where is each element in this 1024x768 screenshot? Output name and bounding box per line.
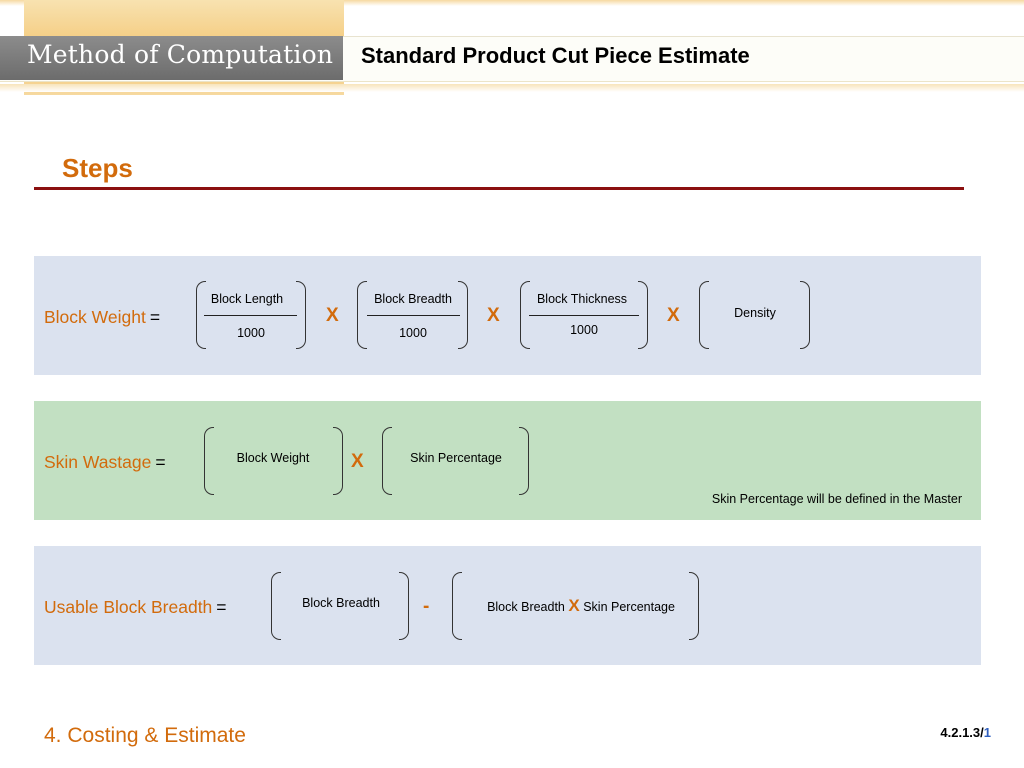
bracket-right — [399, 572, 409, 640]
skin-wastage-label: Skin Wastage = — [44, 452, 166, 473]
footer-ref-number: 4.2.1.3/ — [940, 725, 984, 740]
density-term: Density — [734, 306, 776, 320]
bracket-left — [382, 427, 392, 495]
skin-percentage-note: Skin Percentage will be defined in the M… — [711, 492, 962, 506]
footer-page-ref: 4.2.1.3/1 — [940, 725, 991, 740]
bracket-left — [204, 427, 214, 495]
steps-divider — [34, 187, 964, 190]
minus-operator: - — [423, 596, 430, 617]
skin-wastage-term2: Skin Percentage — [410, 451, 502, 465]
usable-block-breadth-label: Usable Block Breadth = — [44, 597, 227, 618]
header-top-line — [0, 0, 1024, 6]
footer-page-number: 1 — [983, 725, 991, 740]
block-thickness-numerator: Block Thickness — [536, 292, 628, 306]
usable-block-breadth-panel: Usable Block Breadth = Block Breadth - Bl… — [34, 546, 981, 665]
bracket-right — [689, 572, 699, 640]
block-length-numerator: Block Length — [210, 292, 284, 306]
multiply-operator: X — [326, 305, 339, 326]
usable-block-breadth-label-text: Usable Block Breadth — [44, 597, 213, 617]
footer-chapter: 4. Costing & Estimate — [44, 724, 246, 747]
skin-wastage-equals: = — [155, 452, 166, 472]
usable-block-breadth-equals: = — [216, 597, 227, 617]
fraction-line — [529, 315, 639, 316]
bracket-right — [638, 281, 648, 349]
term2-block-breadth: Block Breadth — [487, 600, 565, 614]
block-weight-equals: = — [149, 307, 161, 327]
page-title: Standard Product Cut Piece Estimate — [361, 43, 750, 68]
block-thickness-denominator: 1000 — [570, 323, 598, 337]
bracket-left — [452, 572, 462, 640]
block-breadth-denominator: 1000 — [399, 326, 427, 340]
multiply-operator: X — [487, 305, 500, 326]
bracket-right — [800, 281, 810, 349]
header-bottom-line — [0, 84, 1024, 92]
skin-wastage-label-text: Skin Wastage — [44, 452, 152, 472]
multiply-operator: X — [351, 451, 364, 472]
skin-wastage-panel: Skin Wastage = Block Weight X Skin Percen… — [34, 401, 981, 520]
block-length-denominator: 1000 — [237, 326, 265, 340]
bracket-right — [519, 427, 529, 495]
header-section-box — [0, 36, 343, 80]
steps-heading: Steps — [62, 153, 133, 183]
skin-wastage-term1: Block Weight — [236, 451, 310, 465]
header: Method of Computation Standard Product C… — [0, 0, 1024, 95]
bracket-left — [699, 281, 709, 349]
bracket-right — [458, 281, 468, 349]
inline-multiply-operator: X — [568, 596, 580, 615]
bracket-right — [296, 281, 306, 349]
multiply-operator: X — [667, 305, 680, 326]
bracket-left — [271, 572, 281, 640]
usable-breadth-term2: Block Breadth X Skin Percentage — [466, 596, 696, 616]
fraction-line — [367, 315, 460, 316]
fraction-line — [204, 315, 297, 316]
block-breadth-numerator: Block Breadth — [374, 292, 452, 306]
usable-breadth-term1: Block Breadth — [302, 596, 380, 610]
header-section-title: Method of Computation — [27, 40, 334, 69]
block-weight-panel: Block Weight = Block Length 1000 X Block … — [34, 256, 981, 375]
term2-skin-percentage: Skin Percentage — [583, 600, 675, 614]
block-weight-label-text: Block Weight — [44, 307, 146, 327]
block-weight-label: Block Weight = — [44, 307, 160, 328]
bracket-right — [333, 427, 343, 495]
